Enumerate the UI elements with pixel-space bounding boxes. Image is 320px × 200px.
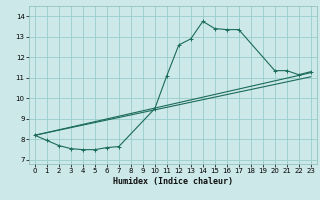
X-axis label: Humidex (Indice chaleur): Humidex (Indice chaleur) <box>113 177 233 186</box>
